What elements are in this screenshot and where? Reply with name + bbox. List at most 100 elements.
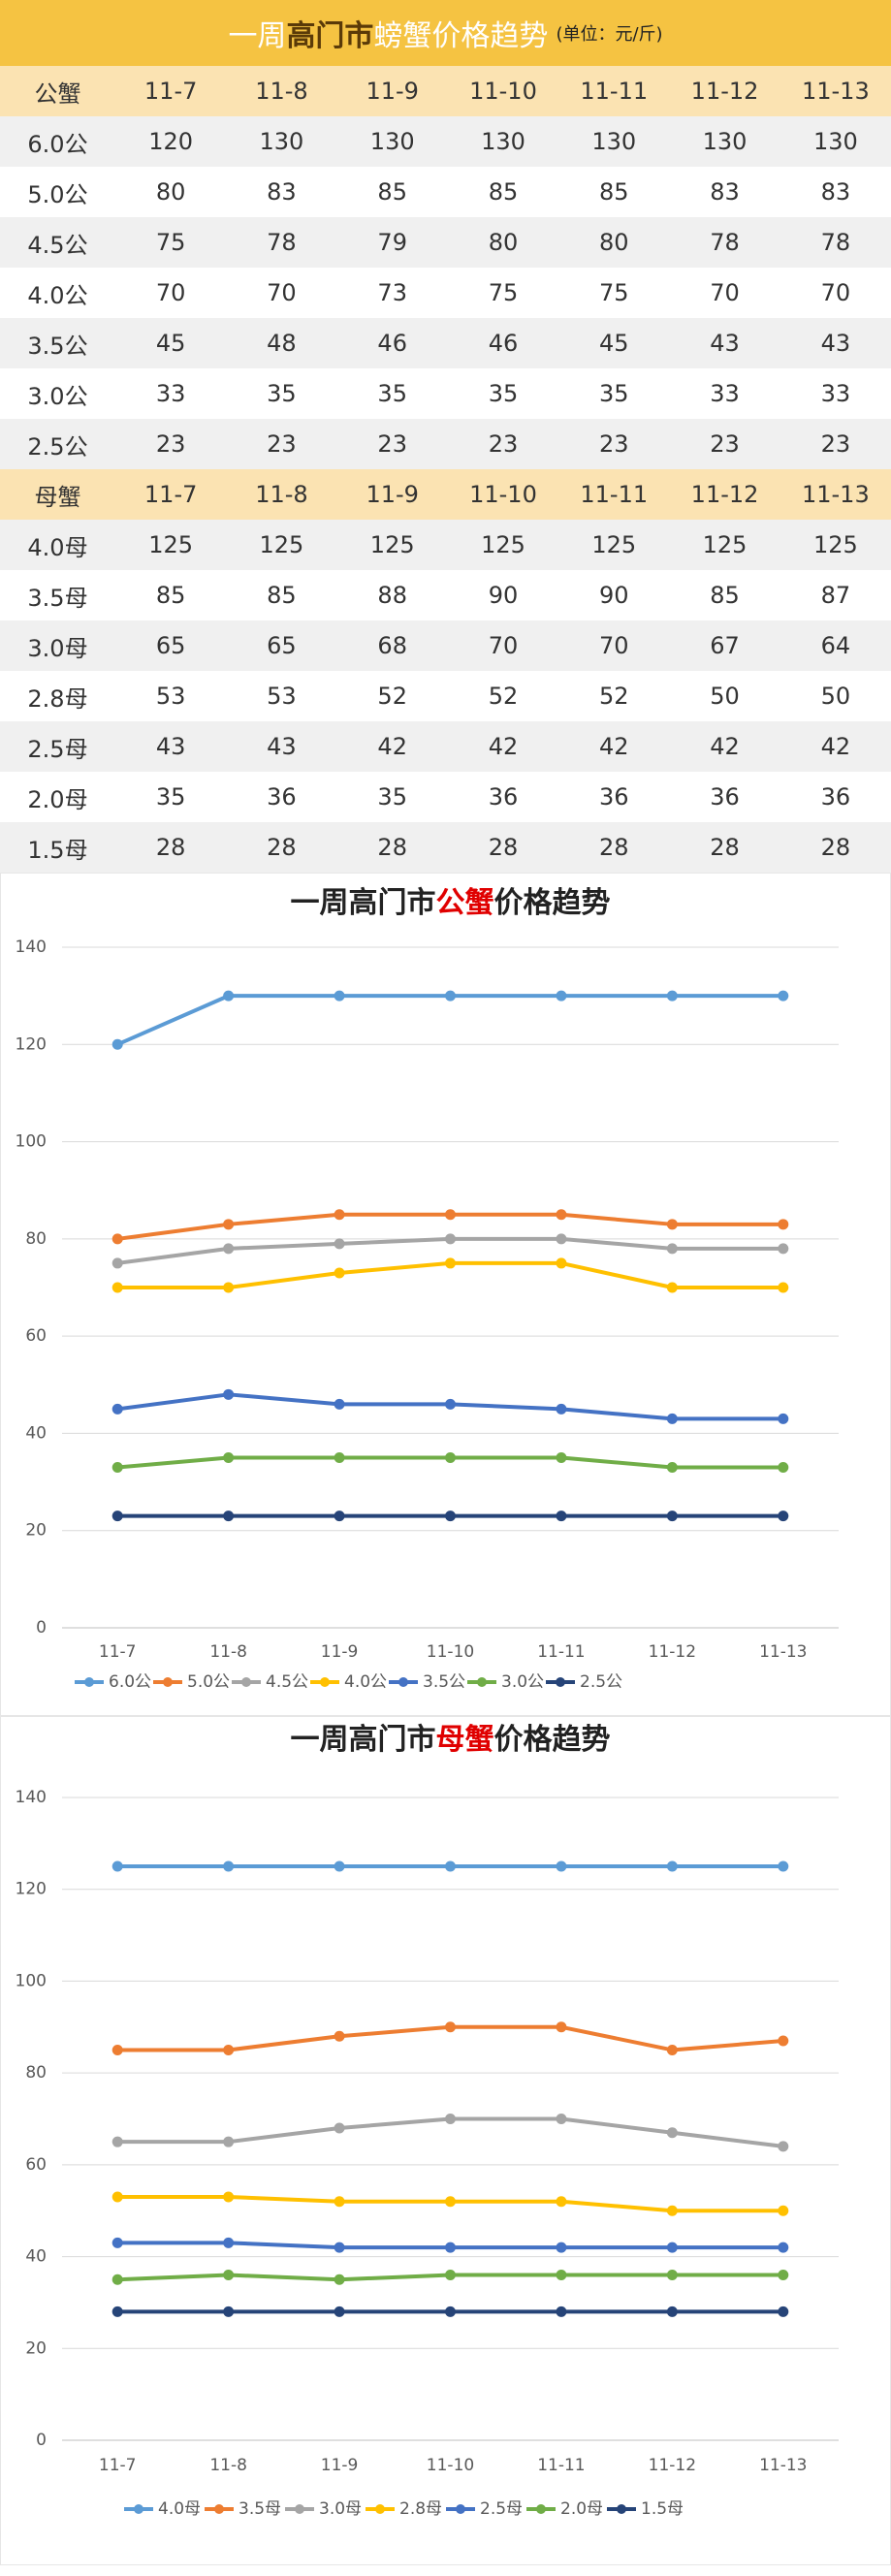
title-part: 价格趋势 <box>494 886 611 920</box>
data-point <box>445 1511 456 1522</box>
legend-swatch <box>398 1677 408 1687</box>
title-bar: 一周 高门市 螃蟹价格趋势 (单位：元/斤) <box>0 0 891 66</box>
table-row: 4.0母 125 125 125 125 125 125 125 <box>0 520 891 570</box>
y-tick-label: 0 <box>36 1618 47 1638</box>
table-cell: 2.8母 <box>0 671 115 721</box>
data-point <box>334 1209 345 1221</box>
data-point <box>445 990 456 1002</box>
data-point <box>334 1511 345 1522</box>
data-point <box>223 1219 235 1230</box>
data-point <box>223 1243 235 1255</box>
title-part: 一周高门市 <box>291 886 436 920</box>
y-tick-label: 100 <box>16 1971 47 1990</box>
table-cell: 85 <box>115 570 227 620</box>
data-point <box>778 2270 789 2281</box>
table-cell: 50 <box>669 671 780 721</box>
table-cell: 125 <box>115 520 227 570</box>
table-cell: 2.0母 <box>0 772 115 822</box>
series-line <box>116 994 783 1047</box>
x-tick-label: 11-8 <box>209 1642 247 1662</box>
table-cell: 67 <box>669 620 780 671</box>
x-tick-label: 11-13 <box>759 2456 807 2475</box>
legend-label: 3.0公 <box>501 1672 544 1692</box>
table-cell: 35 <box>336 772 448 822</box>
data-point <box>111 1403 123 1415</box>
table-cell: 36 <box>780 772 891 822</box>
table-cell: 2.5母 <box>0 721 115 772</box>
table-cell: 85 <box>669 570 780 620</box>
data-point <box>334 1398 345 1410</box>
data-point <box>666 1243 678 1255</box>
title-part: 一周 <box>228 19 287 53</box>
table-cell: 65 <box>226 620 337 671</box>
legend-swatch <box>375 2504 385 2514</box>
table-cell: 83 <box>226 167 337 217</box>
data-point <box>666 1219 678 1230</box>
data-point <box>445 1209 456 1221</box>
legend-label: 2.5公 <box>580 1672 622 1692</box>
data-point <box>666 2044 678 2055</box>
data-point <box>666 2205 678 2216</box>
data-point <box>556 1860 567 1872</box>
data-point <box>778 1219 789 1230</box>
table-cell: 4.5公 <box>0 217 115 268</box>
table-cell: 80 <box>447 217 559 268</box>
data-point <box>778 1462 789 1474</box>
legend-swatch <box>556 1677 565 1687</box>
data-point <box>778 1282 789 1293</box>
data-point <box>111 2044 123 2055</box>
data-point <box>778 1413 789 1424</box>
data-point <box>334 2242 345 2253</box>
data-point <box>223 990 235 1002</box>
table-cell: 11-8 <box>226 66 337 116</box>
table-cell: 125 <box>226 520 337 570</box>
table-cell: 52 <box>447 671 559 721</box>
x-tick-label: 11-13 <box>759 1642 807 1662</box>
x-tick-label: 11-10 <box>427 1642 474 1662</box>
data-point <box>223 1860 235 1872</box>
y-tick-label: 100 <box>16 1132 47 1152</box>
data-point <box>556 1403 567 1415</box>
data-point <box>334 1452 345 1463</box>
table-cell: 45 <box>558 318 670 368</box>
data-point <box>111 1038 123 1050</box>
table-cell: 80 <box>558 217 670 268</box>
table-cell: 120 <box>115 116 227 167</box>
table-cell: 11-11 <box>558 469 670 520</box>
y-tick-label: 120 <box>16 1880 47 1899</box>
table-cell: 11-13 <box>780 469 891 520</box>
table-row: 2.8母 53 53 52 52 52 50 50 <box>0 671 891 721</box>
x-tick-label: 11-10 <box>427 2456 474 2475</box>
data-point <box>445 1233 456 1245</box>
data-point <box>445 1860 456 1872</box>
table-cell: 23 <box>226 419 337 469</box>
data-point <box>111 2274 123 2285</box>
x-tick-label: 11-9 <box>321 2456 359 2475</box>
data-point <box>778 2141 789 2152</box>
chart-title: 一周高门市母蟹价格趋势 <box>291 1723 611 1757</box>
data-point <box>223 1388 235 1400</box>
table-cell: 2.5公 <box>0 419 115 469</box>
data-point <box>445 2270 456 2281</box>
legend-label: 2.0母 <box>560 2499 603 2519</box>
table-cell: 85 <box>558 167 670 217</box>
table-cell: 50 <box>780 671 891 721</box>
y-tick-label: 60 <box>25 2155 47 2175</box>
data-point <box>223 1282 235 1293</box>
table-cell: 87 <box>780 570 891 620</box>
table-cell: 43 <box>780 318 891 368</box>
data-point <box>223 1452 235 1463</box>
data-point <box>334 990 345 1002</box>
table-cell: 125 <box>558 520 670 570</box>
data-point <box>666 2270 678 2281</box>
table-cell: 28 <box>669 822 780 873</box>
data-point <box>445 1257 456 1269</box>
data-point <box>778 2306 789 2317</box>
legend-label: 3.0母 <box>319 2499 362 2519</box>
data-point <box>334 1860 345 1872</box>
data-point <box>334 2030 345 2042</box>
table-cell: 3.0母 <box>0 620 115 671</box>
legend-label: 2.5母 <box>480 2499 523 2519</box>
table-cell: 52 <box>336 671 448 721</box>
y-tick-label: 120 <box>16 1034 47 1054</box>
